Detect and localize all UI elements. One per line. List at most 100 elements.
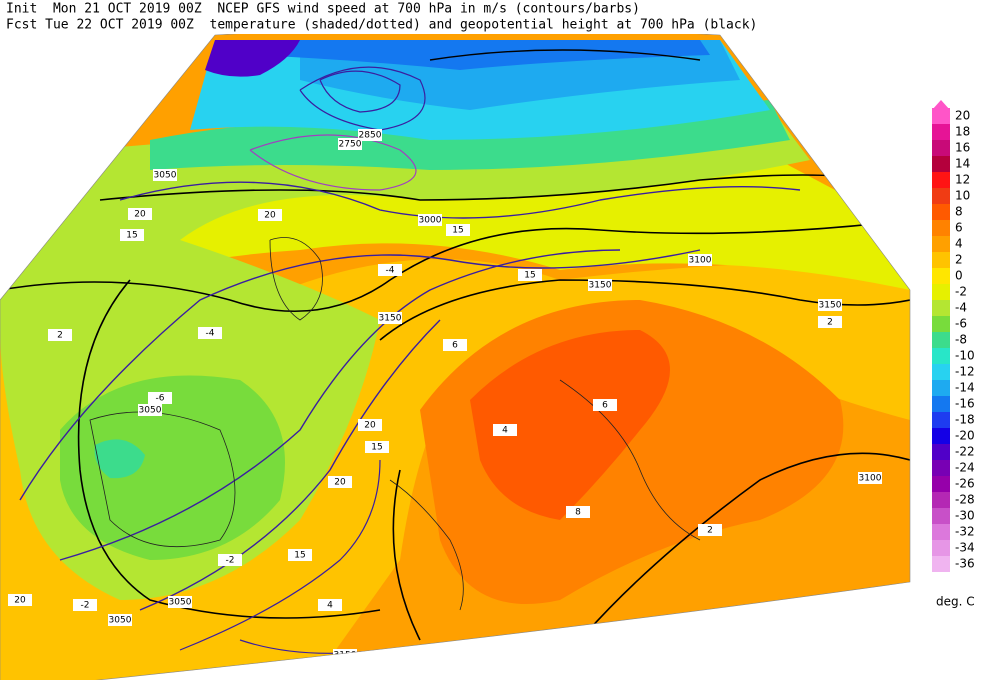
contour-label: 8 [575, 508, 581, 518]
header-line: Fcst Tue 22 OCT 2019 00Z temperature (sh… [6, 18, 757, 33]
label-background [493, 424, 517, 436]
colorbar-swatch [932, 284, 950, 300]
contour-label: 15 [524, 271, 535, 281]
contour-label: 3150 [819, 301, 842, 311]
contour-label: 4 [327, 601, 333, 611]
colorbar-swatch [932, 108, 950, 124]
label-background [318, 599, 342, 611]
header-line: Init Mon 21 OCT 2019 00Z NCEP GFS wind s… [6, 2, 640, 17]
colorbar-label: -20 [955, 429, 975, 443]
label-background [8, 594, 32, 606]
colorbar-swatch [932, 508, 950, 524]
colorbar-swatch [932, 492, 950, 508]
contour-label: 2 [827, 318, 833, 328]
contour-label: 3150 [379, 314, 402, 324]
contour-label: 20 [364, 421, 376, 431]
colorbar-label: 12 [955, 173, 970, 187]
contour-line [392, 469, 421, 641]
contour-line [299, 66, 426, 131]
label-background [120, 229, 144, 241]
colorbar-swatch [932, 156, 950, 172]
label-background [138, 404, 162, 416]
contour-label: -2 [226, 556, 235, 566]
colorbar-swatch [932, 140, 950, 156]
contour-label: 15 [371, 443, 382, 453]
label-background [818, 316, 842, 328]
contour-line [99, 174, 871, 201]
colorbar-swatch [932, 428, 950, 444]
label-background [518, 269, 542, 281]
label-background [418, 214, 442, 226]
colorbar-label: -18 [955, 413, 975, 427]
contour-label: 2 [57, 331, 63, 341]
contour-label: -4 [386, 266, 395, 276]
colorbar-label: 4 [955, 237, 963, 251]
contour-label: 20 [334, 478, 346, 488]
contour-line [249, 134, 417, 191]
colorbar-label: -16 [955, 397, 975, 411]
contour-label: 3050 [109, 616, 132, 626]
colorbar-unit: deg. C [936, 595, 975, 609]
label-background [698, 524, 722, 536]
colorbar-swatch [932, 332, 950, 348]
colorbar-label: -22 [955, 445, 975, 459]
colorbar-swatch [932, 540, 950, 556]
contour-label: 20 [134, 210, 146, 220]
contour-line [59, 249, 621, 561]
contour-label: 2850 [359, 131, 382, 141]
contour-label: 20 [264, 211, 276, 221]
label-background [288, 549, 312, 561]
colorbar-label: -6 [955, 317, 967, 331]
colorbar-swatch [932, 444, 950, 460]
colorbar-swatch [932, 476, 950, 492]
colorbar-label: -26 [955, 477, 975, 491]
colorbar-swatch [932, 124, 950, 140]
label-background [218, 554, 242, 566]
label-background [566, 506, 590, 518]
contour-label: 3000 [419, 216, 442, 226]
colorbar-swatch [932, 236, 950, 252]
colorbar-swatch [932, 204, 950, 220]
colorbar-swatch [932, 220, 950, 236]
colorbar-arrow [932, 100, 950, 110]
label-background [688, 254, 712, 266]
colorbar-swatch [932, 396, 950, 412]
contour-label: 15 [452, 226, 463, 236]
colorbar-label: 6 [955, 221, 963, 235]
label-background [148, 392, 172, 404]
colorbar-label: -36 [955, 557, 975, 571]
contour-line [77, 279, 381, 619]
contour-label: 2750 [339, 140, 362, 150]
colorbar-swatch [932, 188, 950, 204]
label-background [48, 329, 72, 341]
coastline [559, 379, 701, 541]
colorbar-label: 10 [955, 189, 970, 203]
contour-label: -6 [156, 394, 165, 404]
colorbar-label: -32 [955, 525, 975, 539]
label-background [73, 599, 97, 611]
temperature-shading [60, 375, 285, 560]
colorbar-swatch [932, 300, 950, 316]
label-background [593, 399, 617, 411]
contour-label: 3050 [154, 171, 177, 181]
colorbar-label: 16 [955, 141, 970, 155]
colorbar-label: -10 [955, 349, 975, 363]
label-background [338, 138, 362, 150]
colorbar-swatch [932, 556, 950, 572]
label-background [446, 224, 470, 236]
colorbar-label: -4 [955, 301, 967, 315]
label-background [258, 209, 282, 221]
contour-line [429, 49, 701, 61]
contour-label: 6 [602, 401, 608, 411]
label-background [858, 472, 882, 484]
label-background [153, 169, 177, 181]
colorbar-label: -12 [955, 365, 975, 379]
coastline [269, 237, 323, 321]
colorbar-swatch [932, 364, 950, 380]
contour-line [379, 279, 910, 341]
label-background [358, 419, 382, 431]
colorbar-swatch [932, 172, 950, 188]
colorbar-label: 14 [955, 157, 970, 171]
contour-label: 3150 [589, 281, 612, 291]
